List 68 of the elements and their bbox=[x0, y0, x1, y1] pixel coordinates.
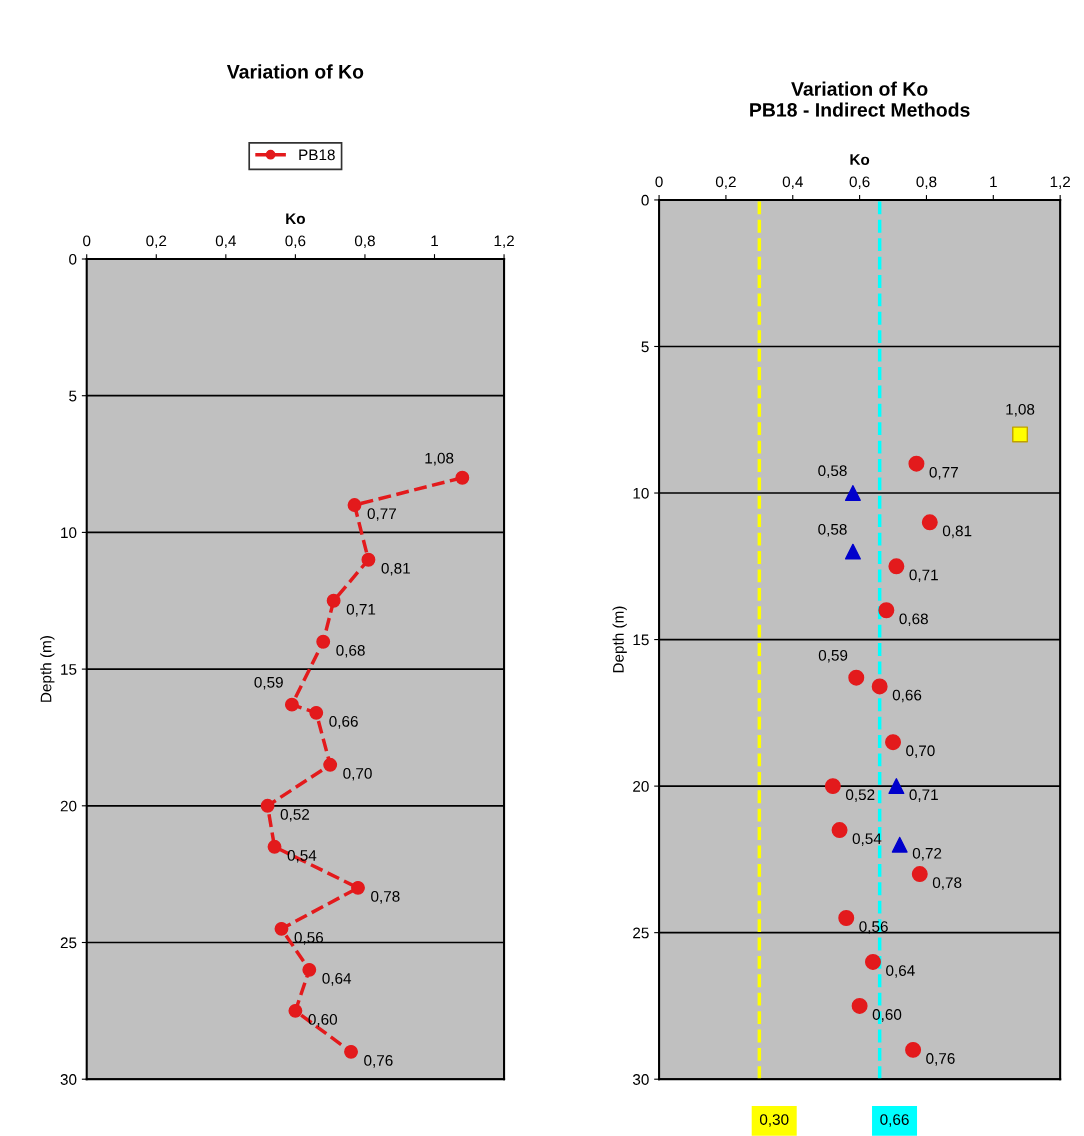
x-tick-label: 0,8 bbox=[354, 235, 375, 249]
data-label: 0,72 bbox=[912, 847, 942, 861]
y-tick-label: 25 bbox=[633, 927, 649, 939]
y-tick-label: 5 bbox=[69, 390, 77, 402]
x-tick-label: 0 bbox=[83, 235, 91, 247]
data-label: 0,58 bbox=[818, 523, 847, 537]
data-label: 0,64 bbox=[886, 965, 915, 978]
data-label: 1,08 bbox=[1006, 403, 1035, 417]
ref-line-label: 0,30 bbox=[759, 1114, 789, 1127]
legend-label: PB18 bbox=[299, 149, 335, 161]
data-label: 0,77 bbox=[367, 508, 396, 521]
x-tick-label: 0,4 bbox=[782, 176, 803, 189]
data-label: 0,71 bbox=[346, 603, 376, 617]
y-tick-label: 15 bbox=[61, 664, 77, 675]
data-label: 0,68 bbox=[336, 644, 365, 658]
data-label: 0,81 bbox=[381, 562, 410, 576]
y-tick-label: 15 bbox=[633, 634, 649, 646]
y-tick-label: 20 bbox=[633, 780, 649, 792]
x-tick-label: 0,4 bbox=[215, 235, 237, 249]
data-label: 0,66 bbox=[329, 716, 358, 729]
data-label: 0,68 bbox=[899, 613, 928, 627]
data-label: 0,70 bbox=[343, 767, 372, 781]
data-label: 0,59 bbox=[818, 649, 848, 663]
data-label: 0,60 bbox=[308, 1014, 338, 1027]
data-label: 0,76 bbox=[364, 1055, 393, 1068]
chart-title: Variation of Ko bbox=[226, 64, 364, 79]
y-tick-label: 0 bbox=[69, 253, 77, 265]
data-label: 0,71 bbox=[909, 789, 938, 802]
y-tick-label: 5 bbox=[641, 341, 649, 353]
data-label: 0,81 bbox=[942, 525, 972, 539]
data-label: 0,76 bbox=[926, 1053, 955, 1066]
y-tick-label: 0 bbox=[641, 194, 649, 206]
y-tick-label: 20 bbox=[60, 800, 77, 812]
y-axis-title: Depth (m) bbox=[40, 636, 55, 702]
data-label: 0,66 bbox=[892, 689, 922, 703]
x-tick-label: 0,2 bbox=[146, 235, 167, 249]
data-label: 0,52 bbox=[280, 808, 310, 822]
data-label: 0,77 bbox=[929, 466, 958, 480]
x-tick-label: 0,6 bbox=[285, 235, 306, 249]
y-tick-label: 30 bbox=[60, 1074, 77, 1085]
y-tick-label: 10 bbox=[61, 527, 77, 539]
x-tick-label: 1 bbox=[990, 176, 997, 188]
x-tick-label: 0,2 bbox=[715, 176, 736, 189]
y-tick-label: 30 bbox=[632, 1074, 649, 1085]
data-label: 0,54 bbox=[852, 833, 882, 846]
ref-line-label: 0,66 bbox=[880, 1114, 909, 1127]
data-label: 1,08 bbox=[425, 452, 454, 466]
data-label: 0,71 bbox=[909, 569, 938, 583]
x-tick-label: 0,6 bbox=[849, 176, 870, 189]
chart-subtitle: PB18 - Indirect Methods bbox=[750, 102, 970, 117]
x-tick-label: 1,2 bbox=[494, 235, 514, 249]
y-tick-label: 25 bbox=[60, 937, 77, 949]
data-label: 0,64 bbox=[322, 973, 352, 986]
x-tick-label: 1,2 bbox=[1050, 176, 1071, 189]
data-label: 0,70 bbox=[906, 745, 935, 758]
data-label: 0,52 bbox=[845, 789, 875, 802]
data-label: 0,59 bbox=[254, 676, 283, 690]
x-axis-title: Ko bbox=[850, 154, 870, 166]
data-label: 0,58 bbox=[818, 465, 847, 478]
x-tick-label: 1 bbox=[431, 235, 439, 247]
chart-title: Variation of Ko bbox=[791, 81, 928, 96]
y-tick-label: 10 bbox=[633, 487, 649, 499]
x-tick-label: 0 bbox=[655, 176, 663, 188]
x-tick-label: 0,8 bbox=[916, 176, 937, 189]
y-axis-title: Depth (m) bbox=[612, 606, 627, 673]
data-label: 0,78 bbox=[371, 891, 400, 904]
x-axis-title: Ko bbox=[286, 213, 305, 225]
data-label: 0,78 bbox=[932, 877, 962, 890]
